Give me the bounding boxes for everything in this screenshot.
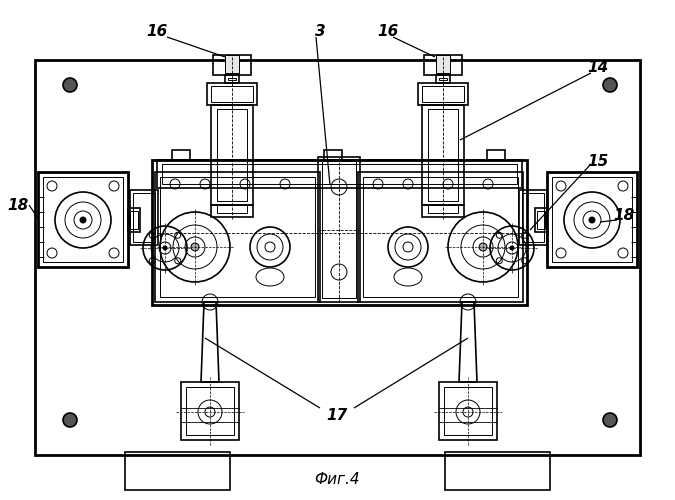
Bar — [225, 55, 239, 73]
Bar — [152, 160, 527, 305]
Bar — [418, 83, 468, 105]
Text: 16: 16 — [146, 24, 167, 40]
Bar — [439, 382, 497, 440]
Bar — [211, 86, 253, 102]
Bar — [172, 150, 190, 160]
Circle shape — [479, 243, 487, 251]
Bar — [211, 105, 253, 205]
Bar — [217, 109, 247, 201]
Bar — [535, 208, 547, 232]
Bar — [422, 205, 464, 217]
Circle shape — [603, 78, 617, 92]
Bar — [445, 452, 550, 490]
Bar — [318, 157, 360, 302]
Bar — [422, 105, 464, 205]
Bar — [157, 160, 522, 188]
Bar — [43, 177, 123, 262]
Bar — [522, 193, 544, 242]
Bar — [552, 177, 632, 262]
Circle shape — [191, 243, 199, 251]
Bar — [428, 109, 458, 201]
Bar — [160, 177, 315, 297]
Bar — [213, 55, 251, 75]
Circle shape — [603, 413, 617, 427]
Bar — [181, 382, 239, 440]
Bar — [322, 161, 356, 298]
Bar — [436, 75, 450, 83]
Bar — [35, 60, 640, 455]
Bar — [537, 211, 545, 229]
Text: 15: 15 — [587, 154, 609, 170]
Text: Фиг.4: Фиг.4 — [314, 472, 360, 488]
Bar — [217, 205, 247, 213]
Text: 17: 17 — [327, 408, 348, 424]
Bar — [228, 78, 236, 80]
Bar — [38, 172, 128, 267]
Bar — [128, 208, 140, 232]
Circle shape — [510, 246, 514, 250]
Bar — [428, 205, 458, 213]
Bar — [186, 387, 234, 435]
Bar — [547, 172, 637, 267]
Text: 14: 14 — [587, 60, 609, 76]
Circle shape — [589, 217, 595, 223]
Text: 3: 3 — [315, 24, 325, 40]
Bar — [358, 172, 523, 302]
Bar — [487, 150, 505, 160]
Bar — [130, 190, 158, 245]
Bar — [162, 164, 517, 184]
Bar — [207, 83, 257, 105]
Bar — [211, 205, 253, 217]
Bar — [324, 150, 342, 160]
Bar — [439, 78, 447, 80]
Bar — [436, 55, 450, 73]
Bar — [155, 172, 320, 302]
Bar — [125, 452, 230, 490]
Text: 16: 16 — [377, 24, 399, 40]
Bar — [444, 387, 492, 435]
Bar — [519, 190, 547, 245]
Bar — [363, 177, 518, 297]
Text: 18: 18 — [7, 198, 28, 212]
Bar — [422, 86, 464, 102]
Circle shape — [163, 246, 167, 250]
Bar — [130, 211, 138, 229]
Text: 18: 18 — [614, 208, 634, 222]
Bar — [133, 193, 155, 242]
Circle shape — [63, 413, 77, 427]
Circle shape — [63, 78, 77, 92]
Bar — [424, 55, 462, 75]
Circle shape — [80, 217, 86, 223]
Bar — [225, 75, 239, 83]
